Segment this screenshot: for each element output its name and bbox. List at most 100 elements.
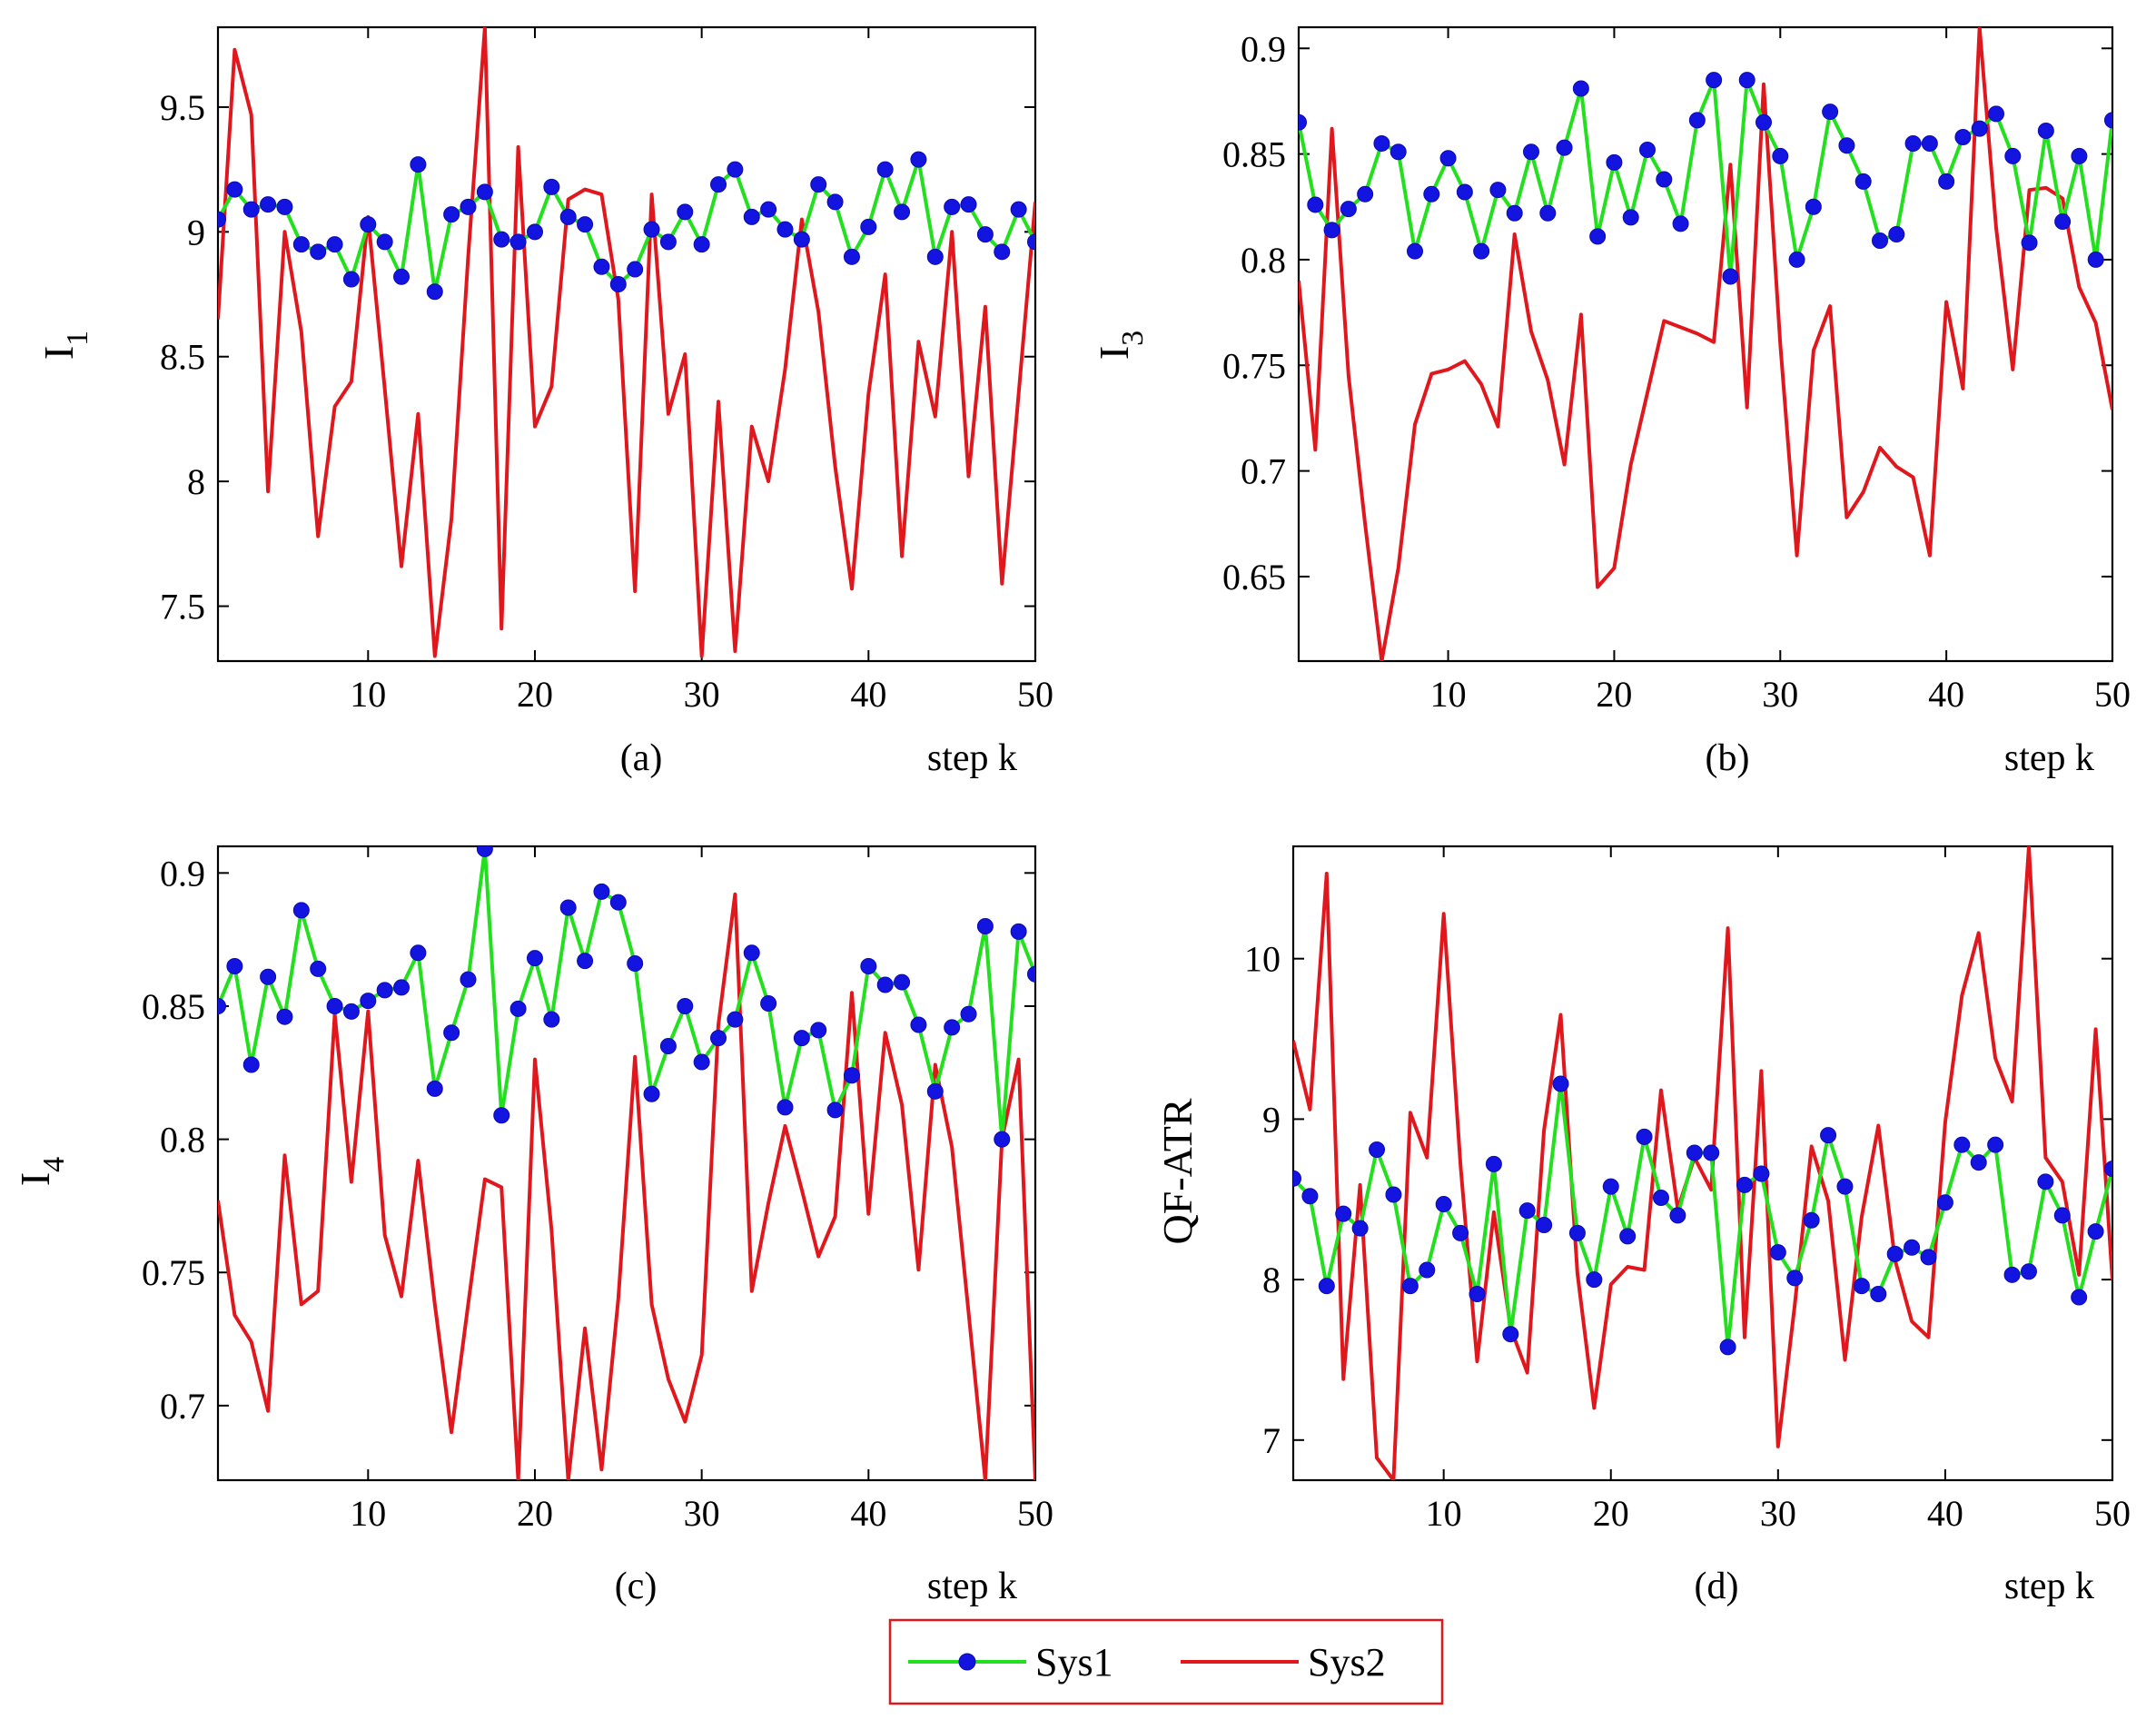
sys1-point (218, 997, 226, 1014)
x-tick-label: 50 (1017, 674, 1053, 715)
sys1-point (1385, 1186, 1402, 1203)
y-axis-label-subscript: 4 (37, 1157, 71, 1172)
sys1-point (376, 233, 393, 251)
sys1-point (1639, 141, 1656, 158)
sys1-point (342, 1003, 360, 1020)
series-layer (1299, 27, 2112, 661)
sys1-point (627, 955, 644, 973)
legend-sys1-label: Sys1 (1035, 1640, 1113, 1685)
sys1-point (1954, 128, 1972, 145)
x-tick-label: 20 (1596, 674, 1632, 715)
sys1-point (1293, 1170, 1301, 1187)
sys1-point (1688, 112, 1706, 129)
y-tick-label: 0.65 (1222, 557, 1286, 598)
sys1-point (443, 1024, 460, 1042)
sys1-point (960, 1005, 977, 1023)
x-tick-label: 50 (1017, 1493, 1053, 1534)
sys1-point (693, 1053, 710, 1071)
sys1-point (1506, 204, 1523, 222)
sys1-point (1335, 1205, 1352, 1222)
sys1-point (1485, 1155, 1502, 1172)
sys1-point (326, 236, 343, 253)
series-layer (218, 846, 1035, 1480)
sys1-point (1920, 1249, 1937, 1266)
sys1-point (926, 248, 944, 265)
sys1-point (1323, 222, 1340, 239)
sys1-point (276, 1008, 293, 1025)
sys1-point (1407, 242, 1423, 260)
sys1-point (1423, 185, 1440, 203)
y-axis-label-text: I (35, 346, 82, 360)
sys1-point (1788, 251, 1805, 268)
sys1-point (1307, 196, 1324, 213)
x-tick-label: 30 (1762, 674, 1798, 715)
sys1-point (876, 161, 894, 178)
sys1-point (1836, 1178, 1854, 1195)
sys1-point (609, 894, 627, 911)
y-tick-label: 0.75 (1222, 345, 1286, 386)
sys1-point (476, 846, 493, 857)
x-tick-label: 40 (850, 1493, 886, 1534)
plot-frame (216, 845, 1037, 1482)
sys1-point (1469, 1286, 1486, 1303)
sys1-point (1552, 1075, 1569, 1092)
x-axis-label: step k (2004, 737, 2094, 779)
sys1-point (1706, 72, 1723, 89)
sys1-point (693, 236, 710, 253)
plot-frame (216, 25, 1037, 663)
series-clip-group (1299, 27, 2112, 661)
x-axis-label: step k (927, 1566, 1017, 1607)
x-axis-ticks: 10 20 30 40 50 (350, 27, 1053, 715)
sys1-point (843, 248, 860, 265)
series-layer (1293, 846, 2112, 1480)
sys1-point (2021, 234, 2038, 252)
sys1-point (410, 156, 427, 173)
sys1-point (627, 261, 644, 278)
x-axis-ticks: 10 20 30 40 50 (1430, 27, 2131, 715)
series-clip-group (1293, 846, 2112, 1480)
x-tick-label: 30 (684, 1493, 720, 1534)
sys1-point (1351, 1220, 1369, 1237)
y-axis-label: I4 (12, 1157, 71, 1186)
sys1-point (894, 203, 911, 221)
chart-panel-a: 7.5 8 8.5 9 9.5 10 20 30 40 50 I1 (a) step k (35, 25, 1053, 779)
sys1-point (1786, 1270, 1804, 1287)
x-axis-label: step k (2004, 1566, 2094, 1607)
series-clip-group (218, 846, 1035, 1480)
y-axis-label-text: I (12, 1172, 58, 1186)
sys1-point (1539, 204, 1557, 222)
y-axis-label-subscript: 1 (61, 331, 94, 346)
sys1-point (1904, 134, 1922, 152)
sys1-point (1318, 1278, 1335, 1295)
sys1-point (1803, 1211, 1820, 1229)
x-tick-label: 10 (1426, 1493, 1462, 1534)
sys1-point (710, 1030, 727, 1047)
sys1-point (2087, 1223, 2104, 1240)
sys1-point (910, 151, 927, 168)
y-axis-ticks: 0.65 0.7 0.75 0.8 0.85 0.9 (1222, 28, 2112, 598)
series-line-sys2 (1299, 27, 2112, 661)
y-tick-label: 0.7 (1241, 451, 1286, 492)
sys1-point (1622, 209, 1639, 226)
sys1-point (593, 258, 610, 275)
y-axis-ticks: 7 8 9 10 (1244, 939, 2112, 1461)
y-tick-label: 8 (187, 461, 205, 502)
sys1-point (410, 944, 427, 962)
x-tick-label: 30 (1760, 1493, 1796, 1534)
sys1-point (1719, 1339, 1736, 1356)
sys1-point (1340, 201, 1357, 218)
panel-label: (d) (1695, 1566, 1739, 1607)
sys1-point (659, 233, 677, 251)
y-axis-ticks: 0.7 0.75 0.8 0.85 0.9 (142, 853, 1035, 1427)
sys1-point (1822, 104, 1839, 121)
sys1-point (1820, 1127, 1837, 1144)
sys1-point (2004, 147, 2022, 164)
sys1-point (1769, 1244, 1786, 1261)
sys1-point (1473, 242, 1490, 260)
sys1-point (393, 979, 410, 996)
sys1-point (2037, 123, 2054, 140)
y-tick-label: 0.9 (1241, 28, 1286, 69)
sys1-point (1753, 1165, 1770, 1182)
sys1-point (1369, 1141, 1386, 1158)
